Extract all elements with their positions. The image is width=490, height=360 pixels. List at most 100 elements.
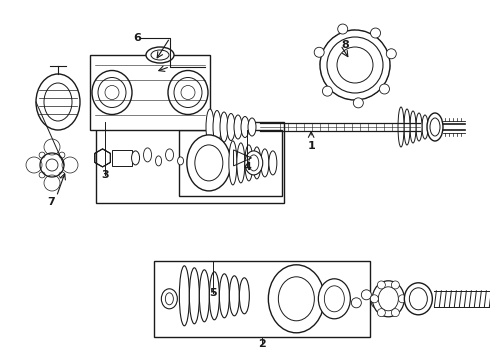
Bar (112, 150, 131, 166)
Text: 5: 5 (209, 288, 217, 298)
Ellipse shape (398, 107, 404, 147)
Ellipse shape (353, 98, 363, 108)
Polygon shape (382, 55, 390, 61)
Polygon shape (370, 86, 378, 94)
Ellipse shape (131, 151, 140, 165)
Polygon shape (323, 77, 331, 84)
Ellipse shape (370, 295, 378, 303)
Polygon shape (325, 42, 334, 50)
Ellipse shape (92, 71, 132, 114)
Ellipse shape (209, 272, 220, 320)
Polygon shape (359, 30, 365, 38)
Ellipse shape (392, 309, 399, 317)
Text: 3: 3 (101, 170, 109, 180)
Ellipse shape (370, 28, 381, 38)
Ellipse shape (269, 151, 277, 175)
Ellipse shape (430, 118, 440, 136)
Ellipse shape (62, 157, 78, 173)
Polygon shape (350, 30, 355, 37)
Ellipse shape (351, 298, 361, 308)
Ellipse shape (165, 293, 173, 305)
Ellipse shape (245, 151, 263, 175)
Ellipse shape (179, 266, 189, 326)
Polygon shape (363, 90, 369, 99)
Text: 2: 2 (258, 339, 266, 349)
Ellipse shape (44, 83, 72, 121)
Ellipse shape (105, 86, 119, 99)
Ellipse shape (269, 265, 324, 333)
Text: 1: 1 (307, 141, 315, 151)
Ellipse shape (220, 112, 228, 142)
Ellipse shape (249, 155, 259, 171)
Ellipse shape (314, 47, 324, 57)
Ellipse shape (174, 77, 202, 108)
Ellipse shape (320, 30, 390, 100)
Ellipse shape (386, 49, 396, 59)
Text: 4: 4 (244, 162, 251, 172)
Ellipse shape (398, 295, 406, 303)
Ellipse shape (146, 47, 174, 63)
Text: 7: 7 (48, 197, 55, 207)
Ellipse shape (378, 287, 398, 311)
Ellipse shape (181, 86, 195, 99)
Ellipse shape (377, 309, 385, 317)
Bar (179, 130, 282, 196)
Ellipse shape (278, 277, 315, 321)
Polygon shape (380, 73, 389, 80)
Ellipse shape (199, 157, 205, 165)
Ellipse shape (404, 109, 410, 145)
Ellipse shape (324, 286, 344, 312)
Ellipse shape (338, 24, 348, 34)
Ellipse shape (195, 145, 223, 181)
Ellipse shape (337, 47, 373, 83)
Ellipse shape (166, 149, 173, 161)
Ellipse shape (206, 109, 214, 145)
Ellipse shape (327, 37, 383, 93)
Ellipse shape (379, 84, 390, 94)
Ellipse shape (227, 113, 235, 140)
Polygon shape (355, 93, 360, 100)
Ellipse shape (361, 290, 371, 300)
Polygon shape (367, 33, 374, 41)
Ellipse shape (404, 283, 432, 315)
Ellipse shape (241, 117, 249, 138)
Ellipse shape (161, 289, 177, 309)
Ellipse shape (220, 274, 229, 318)
Polygon shape (332, 36, 340, 44)
Ellipse shape (144, 148, 151, 162)
Polygon shape (329, 83, 337, 91)
Ellipse shape (199, 270, 209, 322)
Polygon shape (376, 80, 385, 88)
Ellipse shape (189, 268, 199, 324)
Ellipse shape (261, 149, 269, 177)
Polygon shape (341, 31, 347, 40)
Polygon shape (379, 46, 387, 53)
Polygon shape (320, 60, 327, 65)
Ellipse shape (229, 141, 237, 185)
Text: 6: 6 (133, 33, 141, 43)
Ellipse shape (245, 145, 253, 181)
Ellipse shape (392, 281, 399, 289)
Ellipse shape (187, 135, 231, 191)
Ellipse shape (318, 279, 350, 319)
Bar (154, 261, 370, 337)
Ellipse shape (248, 118, 256, 136)
Ellipse shape (229, 276, 239, 316)
Ellipse shape (371, 298, 381, 308)
Polygon shape (345, 92, 351, 100)
Ellipse shape (36, 74, 80, 130)
Polygon shape (336, 89, 343, 97)
Ellipse shape (427, 113, 443, 141)
Ellipse shape (239, 278, 249, 314)
Ellipse shape (44, 175, 60, 191)
Bar (90, 55, 210, 130)
Ellipse shape (237, 143, 245, 183)
Ellipse shape (155, 156, 162, 166)
Ellipse shape (98, 77, 126, 108)
Polygon shape (383, 65, 390, 70)
Ellipse shape (322, 86, 332, 96)
Ellipse shape (234, 115, 242, 139)
Ellipse shape (26, 157, 42, 173)
Polygon shape (321, 50, 330, 57)
Ellipse shape (422, 115, 428, 139)
